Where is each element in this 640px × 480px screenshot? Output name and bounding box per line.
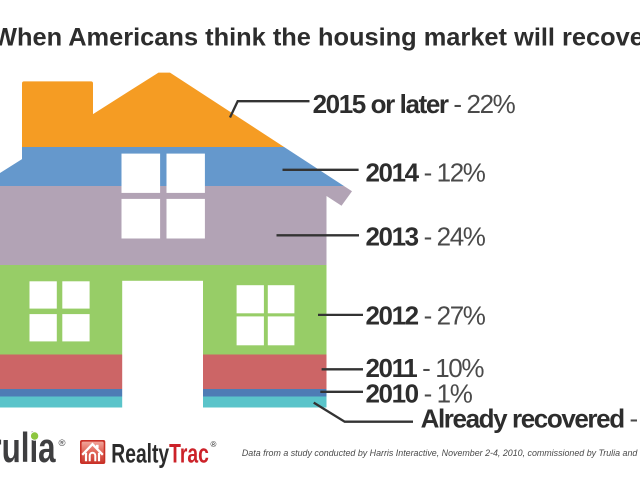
svg-text:2010 - 1%: 2010 - 1% [366, 378, 473, 408]
svg-text:2013 - 24%: 2013 - 24% [366, 221, 486, 251]
svg-text:2011 - 10%: 2011 - 10% [366, 353, 485, 383]
svg-text:2014 - 12%: 2014 - 12% [366, 157, 486, 187]
svg-text:Data from a study conducted by: Data from a study conducted by Harris In… [242, 448, 640, 458]
svg-text:2012 - 27%: 2012 - 27% [366, 301, 486, 331]
svg-text:®: ® [59, 438, 66, 449]
svg-text:2015 or later - 22%: 2015 or later - 22% [313, 89, 516, 119]
svg-text:RealtyTrac: RealtyTrac [111, 439, 209, 469]
svg-text:When Americans think the housi: When Americans think the housing market … [0, 23, 640, 51]
svg-text:Already recovered - 4%: Already recovered - 4% [421, 403, 640, 433]
svg-text:trulia: trulia [0, 423, 56, 471]
svg-text:®: ® [211, 440, 217, 449]
